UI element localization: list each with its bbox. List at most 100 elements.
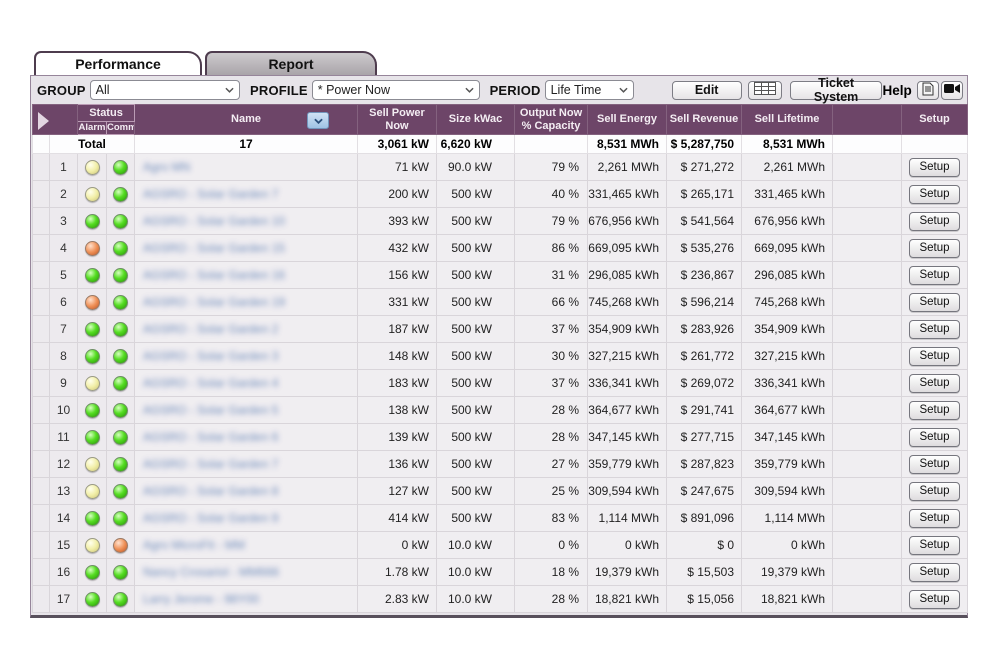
site-name-link[interactable]: AGSRO - Solar Garden 9	[134, 504, 358, 532]
alarm-status-cell	[77, 531, 107, 559]
spacer-cell	[832, 315, 902, 343]
setup-button[interactable]: Setup	[909, 157, 960, 177]
setup-button[interactable]: Setup	[909, 346, 960, 366]
row-marker-header	[32, 104, 78, 135]
site-name-link[interactable]: Larry Jerome - 98Y00	[134, 585, 358, 613]
row-number: 15	[49, 531, 78, 559]
setup-button[interactable]: Setup	[909, 589, 960, 609]
site-name-link[interactable]: AGSRO - Solar Garden 15	[134, 234, 358, 262]
row-number: 12	[49, 450, 78, 478]
size-value: 10.0 kW	[436, 531, 515, 559]
ticket-system-button[interactable]: Ticket System	[789, 76, 883, 104]
profile-select[interactable]: * Power Now	[311, 80, 480, 100]
site-name-link[interactable]: AGSRO - Solar Garden 16	[134, 261, 358, 289]
site-name-link[interactable]: Nancy Crosariol - MM666	[134, 558, 358, 586]
table-row: 16 Nancy Crosariol - MM666 1.78 kW 10.0 …	[32, 558, 968, 586]
row-number: 5	[49, 261, 78, 289]
row-gutter	[32, 261, 50, 289]
edit-button[interactable]: Edit	[671, 80, 742, 100]
sell-energy-header: Sell Energy	[587, 104, 667, 135]
sell-energy-value: 296,085 kWh	[587, 261, 667, 289]
comm-status-led	[113, 267, 128, 283]
spacer-cell	[832, 369, 902, 397]
setup-button[interactable]: Setup	[909, 481, 960, 501]
tab-performance[interactable]: Performance	[34, 51, 202, 75]
sell-energy-value: 18,821 kWh	[587, 585, 667, 613]
site-name-link[interactable]: Agro MicroFit - MM	[134, 531, 358, 559]
site-name-link[interactable]: AGSRO - Solar Garden 7	[134, 180, 358, 208]
row-number: 14	[49, 504, 78, 532]
setup-button[interactable]: Setup	[909, 400, 960, 420]
help-doc-button[interactable]	[916, 80, 939, 100]
sell-revenue-value: $ 541,564	[666, 207, 742, 235]
chevron-down-icon	[619, 87, 628, 93]
table-row: 6 AGSRO - Solar Garden 19 331 kW 500 kW …	[32, 288, 968, 316]
setup-button[interactable]: Setup	[909, 184, 960, 204]
sell-power-value: 156 kW	[357, 261, 437, 289]
row-gutter	[32, 558, 50, 586]
sell-energy-value: 676,956 kWh	[587, 207, 667, 235]
help-video-button[interactable]	[940, 80, 963, 100]
spacer-cell	[832, 180, 902, 208]
total-sell-lifetime: 8,531 MWh	[741, 134, 833, 154]
size-value: 500 kW	[436, 342, 515, 370]
setup-button[interactable]: Setup	[909, 292, 960, 312]
site-name-link[interactable]: AGSRO - Solar Garden 8	[134, 477, 358, 505]
sell-revenue-value: $ 261,772	[666, 342, 742, 370]
sell-lifetime-value: 296,085 kWh	[741, 261, 833, 289]
sell-lifetime-value: 327,215 kWh	[741, 342, 833, 370]
sell-lifetime-value: 309,594 kWh	[741, 477, 833, 505]
setup-button[interactable]: Setup	[909, 238, 960, 258]
setup-button[interactable]: Setup	[909, 562, 960, 582]
setup-button[interactable]: Setup	[909, 265, 960, 285]
table-row: 2 AGSRO - Solar Garden 7 200 kW 500 kW 4…	[32, 180, 968, 208]
row-gutter	[32, 234, 50, 262]
size-value: 500 kW	[436, 288, 515, 316]
site-name-link[interactable]: AGSRO - Solar Garden 7	[134, 450, 358, 478]
sell-revenue-value: $ 265,171	[666, 180, 742, 208]
setup-button[interactable]: Setup	[909, 508, 960, 528]
grid-view-button[interactable]	[747, 80, 782, 100]
output-percent-value: 83 %	[514, 504, 588, 532]
name-header[interactable]: Name	[134, 104, 358, 135]
alarm-status-cell	[77, 450, 107, 478]
tab-report[interactable]: Report	[205, 51, 377, 75]
setup-button[interactable]: Setup	[909, 373, 960, 393]
site-name-link[interactable]: AGSRO - Solar Garden 4	[134, 369, 358, 397]
comm-status-led	[113, 483, 128, 499]
setup-button[interactable]: Setup	[909, 535, 960, 555]
sell-revenue-header: Sell Revenue	[666, 104, 742, 135]
setup-cell: Setup	[901, 261, 968, 289]
site-name-link[interactable]: AGSRO - Solar Garden 2	[134, 315, 358, 343]
site-name-link[interactable]: AGSRO - Solar Garden 19	[134, 288, 358, 316]
name-sort-button[interactable]	[307, 112, 329, 129]
setup-button[interactable]: Setup	[909, 427, 960, 447]
tab-report-label: Report	[268, 56, 314, 72]
size-value: 500 kW	[436, 450, 515, 478]
site-name-link[interactable]: AGSRO - Solar Garden 3	[134, 342, 358, 370]
setup-cell: Setup	[901, 207, 968, 235]
setup-button[interactable]: Setup	[909, 319, 960, 339]
row-gutter	[32, 207, 50, 235]
site-name-link[interactable]: Agro MN	[134, 153, 358, 181]
setup-button[interactable]: Setup	[909, 211, 960, 231]
setup-cell: Setup	[901, 585, 968, 613]
setup-button[interactable]: Setup	[909, 454, 960, 474]
row-gutter	[32, 450, 50, 478]
site-name-link[interactable]: AGSRO - Solar Garden 10	[134, 207, 358, 235]
sell-lifetime-value: 1,114 MWh	[741, 504, 833, 532]
group-select[interactable]: All	[89, 80, 240, 100]
spacer-cell	[832, 450, 902, 478]
main-frame: GROUP All PROFILE * Power Now PERIOD Lif…	[30, 75, 968, 618]
period-select[interactable]: Life Time	[544, 80, 634, 100]
help-label: Help	[882, 82, 912, 98]
performance-dashboard: Performance Report GROUP All PROFILE * P…	[30, 50, 968, 618]
spacer-cell	[832, 477, 902, 505]
site-name-link[interactable]: AGSRO - Solar Garden 5	[134, 396, 358, 424]
spacer-cell	[832, 396, 902, 424]
site-name-link[interactable]: AGSRO - Solar Garden 6	[134, 423, 358, 451]
alarm-status-cell	[77, 315, 107, 343]
comm-status-led	[113, 510, 128, 526]
comm-status-led	[113, 429, 128, 445]
setup-cell: Setup	[901, 558, 968, 586]
